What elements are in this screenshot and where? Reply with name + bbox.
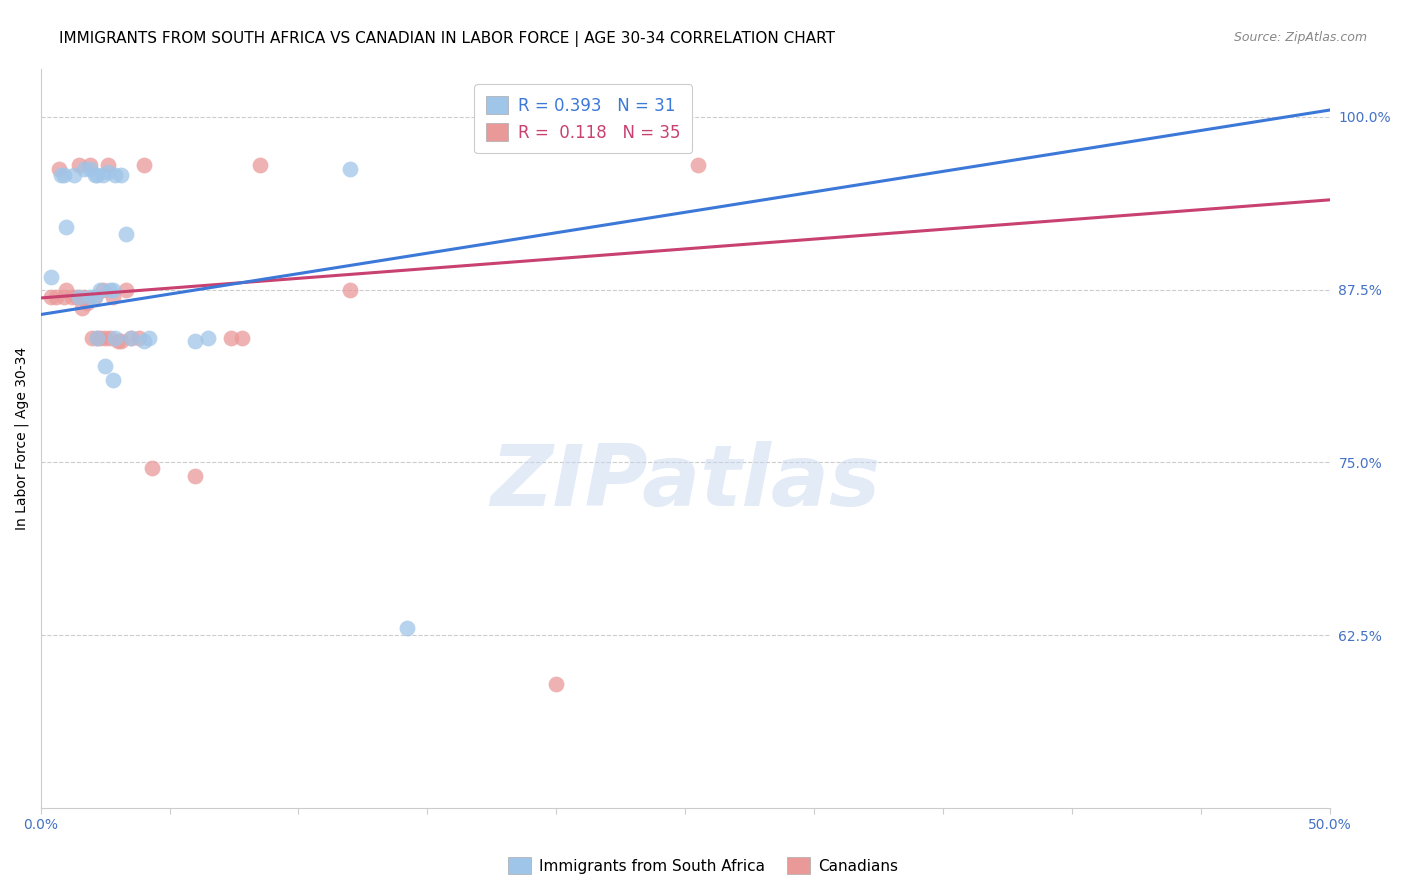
Point — [52, 168, 75, 182]
Point — [138, 331, 160, 345]
Point — [51, 168, 73, 182]
Point — [104, 331, 127, 345]
Point — [120, 331, 142, 345]
Point — [97, 165, 120, 179]
Point — [67, 158, 90, 172]
Point — [101, 372, 124, 386]
Point — [339, 283, 361, 297]
Point — [39, 270, 62, 285]
Point — [197, 331, 219, 345]
Point — [98, 283, 121, 297]
Point — [79, 289, 101, 303]
Text: IMMIGRANTS FROM SOUTH AFRICA VS CANADIAN IN LABOR FORCE | AGE 30-34 CORRELATION : IMMIGRANTS FROM SOUTH AFRICA VS CANADIAN… — [59, 31, 835, 47]
Point — [89, 331, 111, 345]
Text: Source: ZipAtlas.com: Source: ZipAtlas.com — [1233, 31, 1367, 45]
Point — [70, 301, 93, 315]
Point — [91, 283, 114, 297]
Point — [60, 289, 83, 303]
Point — [55, 220, 77, 235]
Point — [221, 331, 243, 345]
Point — [86, 168, 108, 182]
Point — [688, 158, 710, 172]
Point — [66, 289, 89, 303]
Point — [101, 289, 124, 303]
Point — [76, 296, 98, 310]
Point — [110, 334, 132, 348]
Point — [395, 621, 418, 635]
Point — [63, 168, 86, 182]
Legend: R = 0.393   N = 31, R =  0.118   N = 35: R = 0.393 N = 31, R = 0.118 N = 35 — [474, 84, 692, 153]
Point — [120, 331, 142, 345]
Point — [79, 158, 101, 172]
Point — [89, 283, 111, 297]
Point — [104, 168, 127, 182]
Point — [132, 334, 155, 348]
Point — [110, 168, 132, 182]
Point — [339, 162, 361, 177]
Point — [91, 168, 114, 182]
Point — [114, 227, 136, 242]
Point — [86, 331, 108, 345]
Point — [39, 289, 62, 303]
Point — [231, 331, 253, 345]
Point — [97, 158, 120, 172]
Point — [79, 162, 101, 177]
Point — [184, 334, 207, 348]
Point — [101, 283, 124, 297]
Point — [73, 162, 96, 177]
Text: ZIPatlas: ZIPatlas — [491, 442, 880, 524]
Point — [52, 289, 75, 303]
Point — [45, 289, 67, 303]
Point — [83, 168, 105, 182]
Point — [184, 469, 207, 483]
Point — [73, 289, 96, 303]
Point — [128, 331, 150, 345]
Point — [94, 331, 117, 345]
Point — [141, 461, 163, 475]
Point — [94, 359, 117, 373]
Point — [86, 331, 108, 345]
Y-axis label: In Labor Force | Age 30-34: In Labor Force | Age 30-34 — [15, 347, 30, 530]
Point — [114, 283, 136, 297]
Point — [98, 331, 121, 345]
Point — [55, 283, 77, 297]
Point — [249, 158, 271, 172]
Point — [67, 289, 90, 303]
Point — [132, 158, 155, 172]
Point — [48, 162, 70, 177]
Point — [83, 289, 105, 303]
Point — [107, 334, 129, 348]
Legend: Immigrants from South Africa, Canadians: Immigrants from South Africa, Canadians — [502, 851, 904, 880]
Point — [83, 289, 105, 303]
Point — [82, 331, 104, 345]
Point — [546, 676, 568, 690]
